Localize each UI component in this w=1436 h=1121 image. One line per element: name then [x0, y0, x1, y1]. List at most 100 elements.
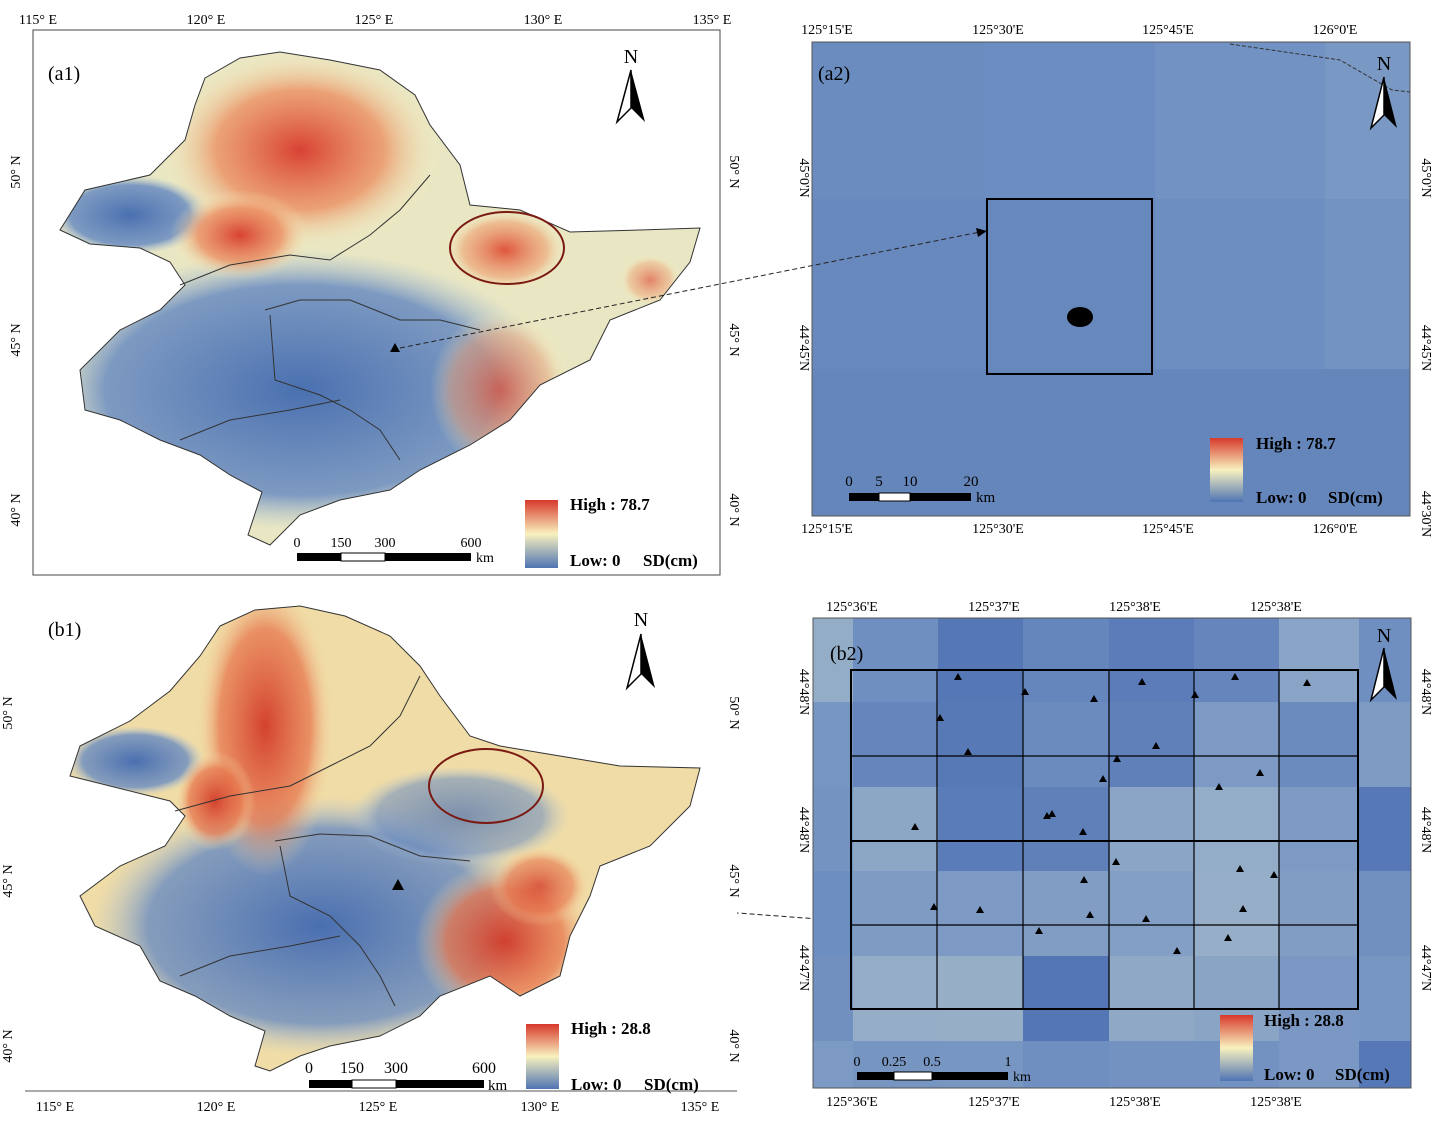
legend: High : 78.7 Low: 0 SD(cm) [525, 495, 698, 570]
legend: High : 78.7 Low: 0 SD(cm) [1210, 434, 1383, 507]
legend-low: Low: 0 [570, 551, 621, 570]
panel-a1: (a1) 115° E 120° E 125° E 130° E 135° E … [9, 13, 740, 576]
scale-label: 20 [964, 474, 979, 490]
tick-label: 50° N [726, 696, 741, 729]
scale-label: 5 [875, 474, 883, 490]
scale-label: 0 [854, 1055, 861, 1070]
left-axis: 45°0'N 44°45'N [796, 158, 811, 371]
tick-label: 45° N [9, 323, 24, 356]
scale-label: 600 [472, 1060, 496, 1077]
tick-label: 126°0'E [1313, 23, 1358, 38]
tick-label: 40° N [726, 1029, 741, 1062]
right-axis: 50° N 45° N 40° N [726, 155, 740, 526]
tick-label: 125°37'E [968, 1095, 1020, 1110]
north-label: N [1377, 53, 1391, 75]
tick-label: 45° N [726, 864, 741, 897]
boundary-line [1229, 43, 1411, 93]
study-area-ellipse [428, 748, 544, 824]
tick-label: 45° N [726, 323, 740, 356]
panel-label: (b2) [830, 643, 863, 665]
tick-label: 135° E [693, 13, 732, 28]
bottom-axis: 125°15'E 125°30'E 125°45'E 126°0'E [801, 522, 1357, 537]
sample-points [911, 673, 1311, 954]
legend-color-ramp [525, 500, 558, 568]
panel-label: (b1) [48, 619, 81, 641]
legend-low: Low: 0 [1264, 1065, 1315, 1084]
province-border [269, 314, 401, 461]
tick-label: 50° N [1, 696, 16, 729]
tick-label: 40° N [9, 493, 24, 526]
tick-label: 125°15'E [801, 522, 853, 537]
tick-label: 120° E [197, 1100, 236, 1115]
panel-label: (a2) [818, 63, 850, 85]
north-label: N [624, 46, 638, 68]
zoom-box [986, 198, 1153, 375]
tick-label: 40° N [726, 493, 740, 526]
tick-label: 44°48'N [796, 807, 811, 853]
scale-label: 600 [461, 536, 482, 551]
region-outline [69, 605, 701, 1072]
scale-unit: km [488, 1078, 508, 1094]
tick-label: 125° E [359, 1100, 398, 1115]
legend-high: High : 28.8 [1264, 1011, 1344, 1030]
left-axis: 50° N 45° N 40° N [9, 155, 24, 526]
province-border [174, 675, 421, 812]
tick-label: 125°38'E [1250, 600, 1302, 615]
legend: High : 28.8 Low: 0 SD(cm) [526, 1019, 699, 1094]
top-axis: 115° E 120° E 125° E 130° E 135° E [19, 13, 731, 28]
legend-low: Low: 0 [571, 1075, 622, 1094]
scale-label: 0.5 [923, 1055, 941, 1070]
bottom-axis: 115° E 120° E 125° E 130° E 135° E [36, 1100, 719, 1115]
tick-label: 40° N [1, 1029, 16, 1062]
site-marker [390, 343, 400, 352]
left-axis: 50° N 45° N 40° N [1, 696, 16, 1062]
scale-bar: 0 150 300 600 km [294, 536, 495, 566]
tick-label: 44°48'N [1418, 807, 1433, 853]
scale-label: 0.25 [882, 1055, 907, 1070]
tick-label: 45°0'N [796, 158, 811, 197]
north-arrow-icon: N [625, 609, 655, 691]
site-cluster [1067, 307, 1093, 327]
tick-label: 50° N [9, 155, 24, 188]
left-axis: 44°48'N 44°48'N 44°47'N [796, 669, 811, 991]
scale-label: 300 [375, 536, 396, 551]
site-marker [392, 879, 404, 890]
legend-high: High : 28.8 [571, 1019, 651, 1038]
scale-bar: 0 0.25 0.5 1 km [854, 1055, 1032, 1085]
north-arrow-icon: N [1369, 625, 1397, 703]
region-outline [59, 51, 701, 546]
legend-high: High : 78.7 [570, 495, 650, 514]
scale-label: 10 [903, 474, 918, 490]
province-border [179, 174, 431, 286]
tick-label: 45° N [1, 864, 16, 897]
tick-label: 125°36'E [826, 600, 878, 615]
legend-high: High : 78.7 [1256, 434, 1336, 453]
tick-label: 125°45'E [1142, 522, 1194, 537]
tick-label: 135° E [681, 1100, 720, 1115]
tick-label: 45°0'N [1418, 158, 1433, 197]
scale-unit: km [476, 551, 494, 566]
legend: High : 28.8 Low: 0 SD(cm) [1220, 1011, 1390, 1084]
tick-label: 125°38'E [1250, 1095, 1302, 1110]
sampling-grid [850, 669, 1359, 1010]
north-label: N [1377, 625, 1391, 647]
tick-label: 130° E [521, 1100, 560, 1115]
legend-color-ramp [1210, 438, 1243, 502]
tick-label: 44°47'N [796, 945, 811, 991]
scale-label: 1 [1005, 1055, 1012, 1070]
tick-label: 44°48'N [1418, 669, 1433, 715]
legend-color-ramp [526, 1024, 559, 1089]
north-arrow-icon: N [615, 46, 645, 125]
tick-label: 130° E [524, 13, 563, 28]
scale-label: 300 [384, 1060, 408, 1077]
tick-label: 44°45'N [1418, 325, 1433, 371]
tick-label: 126°0'E [1313, 522, 1358, 537]
tick-label: 125°36'E [826, 1095, 878, 1110]
top-axis: 125°36'E 125°37'E 125°38'E 125°38'E [826, 600, 1302, 615]
scale-label: 0 [294, 536, 301, 551]
panel-b2: (b2) 125°36'E 125°37'E 125°38'E 125°38'E… [796, 600, 1433, 1110]
panel-a2: (a2) 125°15'E 125°30'E 125°45'E 126°0'E … [796, 23, 1433, 537]
legend-unit: SD(cm) [1335, 1065, 1390, 1084]
tick-label: 125° E [355, 13, 394, 28]
scale-unit: km [1013, 1070, 1031, 1085]
